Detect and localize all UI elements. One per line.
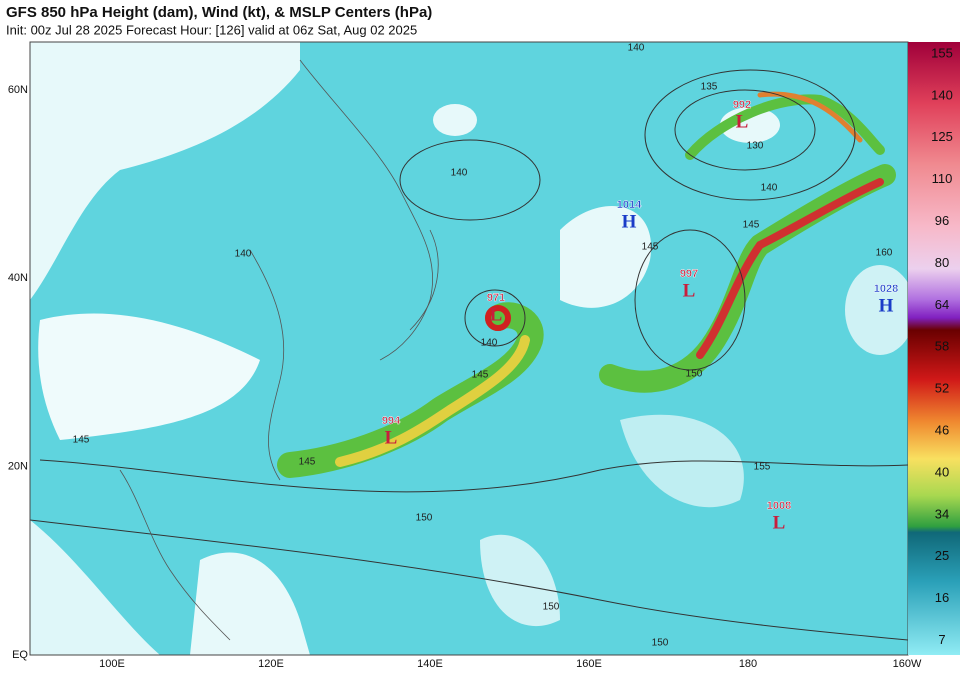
contour-label: 140 xyxy=(235,249,252,260)
contour-label: 145 xyxy=(472,370,489,381)
colorbar-label: 80 xyxy=(935,255,949,270)
colorbar-label: 40 xyxy=(935,464,949,479)
colorbar-label: 125 xyxy=(931,129,953,144)
contour-label: 145 xyxy=(642,242,659,253)
colorbar-label: 140 xyxy=(931,87,953,102)
center-pressure: 994 xyxy=(382,415,401,427)
lon-label: 140E xyxy=(417,658,443,670)
map xyxy=(30,42,908,655)
contour-label: 145 xyxy=(299,457,316,468)
contour-label: 145 xyxy=(743,220,760,231)
center-type: L xyxy=(490,304,503,325)
contour-label: 140 xyxy=(761,183,778,194)
colorbar-label: 7 xyxy=(938,632,945,647)
center-type: H xyxy=(879,295,894,316)
contour-label: 145 xyxy=(73,435,90,446)
contour-label: 150 xyxy=(416,513,433,524)
contour-label: 140 xyxy=(451,168,468,179)
center-type: L xyxy=(773,512,786,533)
colorbar-label: 52 xyxy=(935,381,949,396)
center-pressure: 997 xyxy=(680,268,698,280)
colorbar-label: 64 xyxy=(935,297,949,312)
center-type: L xyxy=(736,111,749,132)
labels: 60N 40N 20N EQ 100E 120E 140E 160E 180 160W 155 140… xyxy=(8,43,953,670)
center-pressure: 1014 xyxy=(617,199,642,211)
contour-label: 150 xyxy=(543,602,560,613)
contour-label: 150 xyxy=(652,638,669,649)
colorbar xyxy=(908,42,960,655)
contour-label: 130 xyxy=(747,141,764,152)
lat-label: 20N xyxy=(8,461,28,473)
lon-label: 100E xyxy=(99,658,125,670)
title: GFS 850 hPa Height (dam), Wind (kt), & M… xyxy=(6,4,432,21)
contour-label: 140 xyxy=(628,43,645,54)
center-type: L xyxy=(683,280,696,301)
colorbar-label: 25 xyxy=(935,548,949,563)
center-type: L xyxy=(385,427,398,448)
subtitle: Init: 00z Jul 28 2025 Forecast Hour: [12… xyxy=(6,22,417,37)
lat-label: 60N xyxy=(8,84,28,96)
center-pressure: 971 xyxy=(487,292,505,304)
contour-label: 155 xyxy=(754,462,771,473)
lon-label: 120E xyxy=(258,658,284,670)
lon-label: 180 xyxy=(739,658,757,670)
colorbar-label: 16 xyxy=(935,590,949,605)
colorbar-label: 58 xyxy=(935,339,949,354)
colorbar-label: 155 xyxy=(931,45,953,60)
colorbar-label: 96 xyxy=(935,213,949,228)
lat-label: EQ xyxy=(12,649,28,661)
center-pressure: 1008 xyxy=(767,500,791,512)
center-pressure: 1028 xyxy=(874,283,898,295)
contour-label: 160 xyxy=(876,248,893,259)
center-pressure: 992 xyxy=(733,99,751,111)
lon-label: 160E xyxy=(576,658,602,670)
lat-label: 40N xyxy=(8,272,28,284)
colorbar-label: 34 xyxy=(935,506,949,521)
contour-label: 135 xyxy=(701,82,718,93)
contour-label: 140 xyxy=(481,338,498,349)
lon-label: 160W xyxy=(893,658,922,670)
center-type: H xyxy=(622,211,637,232)
colorbar-label: 46 xyxy=(935,423,949,438)
colorbar-label: 110 xyxy=(932,171,953,186)
contour-label: 150 xyxy=(686,369,703,380)
